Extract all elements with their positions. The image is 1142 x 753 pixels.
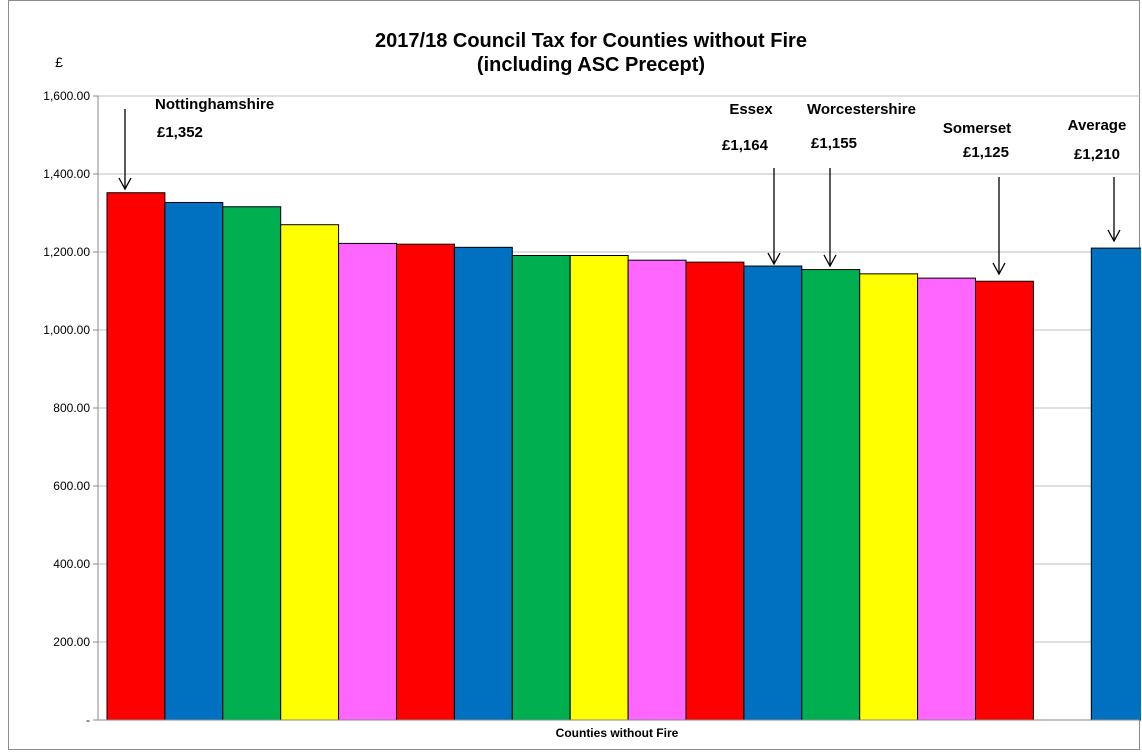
bar xyxy=(627,259,687,721)
y-axis-unit-label: £ xyxy=(55,54,63,70)
annotation-arrowhead xyxy=(823,254,837,268)
y-tick-label: 1,600.00 xyxy=(43,89,90,103)
annotation-amount: £1,210 xyxy=(1074,146,1120,163)
annotation-arrowhead xyxy=(992,262,1006,276)
annotation-arrowhead xyxy=(118,177,132,191)
bars xyxy=(106,192,1141,721)
y-tick-label: 400.00 xyxy=(53,557,90,571)
bar xyxy=(280,224,340,721)
annotation-amount: £1,164 xyxy=(722,137,769,154)
bar-chart: 2017/18 Council Tax for Counties without… xyxy=(43,30,1141,740)
bar xyxy=(975,280,1034,721)
bar xyxy=(743,265,803,721)
y-tick-label: 1,200.00 xyxy=(43,245,90,259)
y-axis-ticks: - 200.00 400.00 600.00 800.00 1,000.00 1,200.0… xyxy=(43,89,90,727)
bar xyxy=(685,261,745,721)
bar xyxy=(222,206,282,721)
bar xyxy=(396,243,455,721)
bar xyxy=(917,277,976,721)
y-tick-label: 600.00 xyxy=(53,479,90,493)
annotation-amount: £1,125 xyxy=(963,144,1009,161)
annotation-arrowhead xyxy=(767,252,781,266)
bar xyxy=(106,192,166,721)
bar xyxy=(801,269,861,721)
bar xyxy=(338,242,398,721)
y-tick-label: 1,000.00 xyxy=(43,323,90,337)
annotations: Nottinghamshire £1,352 Essex £1,164 Worceste… xyxy=(118,96,1127,276)
chart-title-line1: 2017/18 Council Tax for Counties without… xyxy=(375,30,807,52)
bar xyxy=(511,255,571,721)
x-axis-label: Counties without Fire xyxy=(556,726,679,740)
y-tick-label: 200.00 xyxy=(53,635,90,649)
bar xyxy=(164,201,224,721)
y-tick-label: 800.00 xyxy=(53,401,90,415)
bar xyxy=(569,255,629,721)
annotation-arrowhead xyxy=(1107,229,1121,243)
bar xyxy=(453,246,513,721)
chart-title-line2: (including ASC Precept) xyxy=(477,54,705,76)
annotation-name: Somerset xyxy=(943,120,1011,137)
annotation-name: Nottinghamshire xyxy=(155,96,274,113)
y-tick-label: - xyxy=(86,713,90,727)
annotation-name: Worcestershire xyxy=(807,101,916,118)
annotation-amount: £1,155 xyxy=(811,135,857,152)
bar xyxy=(1090,247,1141,721)
chart-frame: 2017/18 Council Tax for Counties without… xyxy=(8,0,1141,750)
bar xyxy=(859,273,919,721)
annotation-amount: £1,352 xyxy=(157,124,203,141)
annotation-name: Average xyxy=(1068,117,1127,134)
annotation-name: Essex xyxy=(729,101,773,118)
y-tick-label: 1,400.00 xyxy=(43,167,90,181)
